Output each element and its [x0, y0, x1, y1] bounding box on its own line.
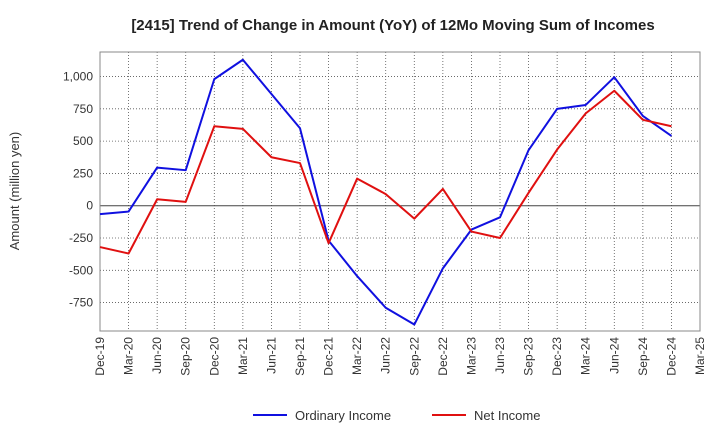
x-tick-label: Sep-24	[636, 337, 650, 376]
x-tick-label: Dec-23	[550, 337, 564, 376]
x-tick-label: Dec-20	[207, 337, 221, 376]
y-tick-label: 1,000	[63, 70, 93, 84]
y-tick-label: -750	[69, 296, 93, 310]
x-tick-label: Dec-19	[93, 337, 107, 376]
y-tick-label: 0	[86, 199, 93, 213]
x-tick-label: Jun-20	[150, 337, 164, 374]
x-tick-label: Dec-24	[664, 337, 678, 376]
x-tick-label: Jun-21	[264, 337, 278, 374]
x-tick-label: Jun-24	[607, 337, 621, 374]
x-tick-label: Sep-23	[522, 337, 536, 376]
x-axis-ticks: Dec-19 Mar-20 Jun-20 Sep-20 Dec-20 Mar-21 Jun-…	[93, 337, 707, 376]
y-tick-label: 500	[73, 134, 93, 148]
legend-entry: Ordinary Income	[295, 408, 391, 423]
legend-entry: Net Income	[474, 408, 540, 423]
y-tick-label: 250	[73, 166, 93, 180]
x-tick-label: Mar-23	[464, 337, 478, 375]
x-tick-label: Mar-20	[122, 337, 136, 375]
plot-area	[99, 51, 701, 332]
x-tick-label: Sep-20	[179, 337, 193, 376]
y-tick-label: 750	[73, 102, 93, 116]
x-tick-label: Mar-22	[350, 337, 364, 375]
x-tick-label: Sep-22	[407, 337, 421, 376]
x-tick-label: Mar-25	[693, 337, 707, 375]
x-tick-label: Mar-24	[579, 337, 593, 375]
y-tick-label: -250	[69, 231, 93, 245]
chart-title: [2415] Trend of Change in Amount (YoY) o…	[131, 17, 654, 34]
x-tick-label: Jun-22	[379, 337, 393, 374]
y-tick-label: -500	[69, 263, 93, 277]
legend: Ordinary Income Net Income	[253, 408, 540, 423]
x-tick-label: Dec-21	[322, 337, 336, 376]
x-tick-label: Sep-21	[293, 337, 307, 376]
series-line-net-income	[99, 89, 672, 255]
x-tick-label: Mar-21	[236, 337, 250, 375]
y-axis-label: Amount (million yen)	[7, 132, 22, 251]
y-axis-ticks: -750 -500 -250 0 250 500 750 1,000	[63, 70, 93, 310]
series-lines	[99, 58, 673, 326]
x-tick-label: Jun-23	[493, 337, 507, 374]
plot-border	[99, 51, 701, 332]
x-tick-label: Dec-22	[436, 337, 450, 376]
grid	[99, 52, 701, 331]
series-line-ordinary-income	[99, 58, 673, 326]
